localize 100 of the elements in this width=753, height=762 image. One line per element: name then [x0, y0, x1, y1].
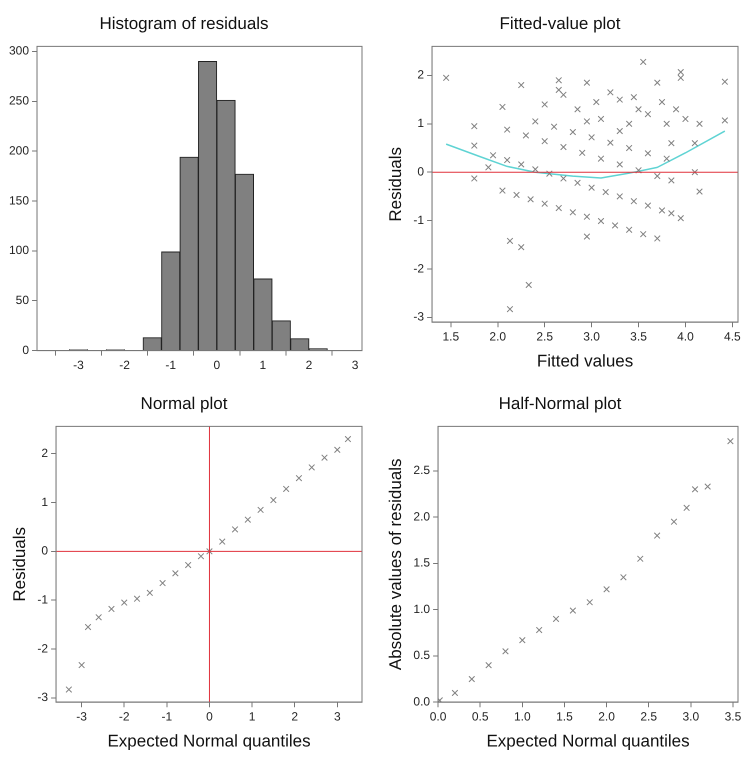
point	[198, 552, 204, 560]
x-tick-label: -2	[118, 710, 130, 724]
x-tick-label: 4.0	[677, 330, 694, 344]
x-tick-label: 1.5	[556, 710, 574, 724]
point	[308, 464, 316, 471]
x-tick-label: 1.0	[514, 710, 531, 724]
x-tick-label: 3.0	[682, 710, 700, 724]
x-tick-label: 2.5	[640, 710, 658, 724]
point	[95, 614, 102, 621]
point	[232, 526, 238, 533]
x-tick-label: 0	[206, 710, 214, 724]
y-tick-label: 200	[8, 143, 30, 158]
y-axis-title: Residuals	[386, 146, 405, 222]
point	[270, 496, 277, 504]
x-tick-label: 3.5	[724, 710, 742, 724]
point	[296, 474, 302, 482]
point	[519, 636, 526, 644]
x-tick-label: 3.5	[630, 330, 648, 344]
point	[134, 595, 140, 602]
x-tick-label: -3	[73, 358, 84, 372]
point	[636, 555, 644, 562]
x-tick-label: 1.5	[442, 330, 460, 344]
y-tick-label: 250	[8, 94, 30, 108]
x-tick-label: 0.5	[472, 710, 489, 724]
point	[552, 616, 560, 622]
y-tick-label: 50	[16, 293, 30, 308]
y-tick-label: 300	[8, 44, 30, 58]
point	[620, 574, 627, 581]
y-tick-label: 1	[417, 116, 424, 130]
y-tick-label: 2	[41, 446, 48, 460]
x-tick-label: 3	[334, 710, 341, 724]
point	[120, 599, 128, 606]
y-tick-label: 1	[41, 494, 48, 509]
x-tick-label: -2	[119, 358, 130, 372]
point	[654, 532, 660, 539]
y-tick-label: 2.5	[413, 463, 430, 478]
point	[344, 436, 352, 442]
y-tick-label: -1	[413, 212, 424, 227]
point	[282, 486, 290, 492]
point	[570, 607, 576, 614]
chart-title: Normal plot	[140, 394, 228, 413]
y-axis-title: Residuals	[10, 526, 29, 602]
point	[502, 648, 509, 655]
point	[603, 586, 610, 593]
y-tick-label: 150	[8, 193, 30, 208]
y-tick-label: 1.0	[413, 602, 430, 616]
x-tick-label: 2	[291, 710, 298, 724]
point	[172, 570, 179, 577]
point	[84, 624, 92, 630]
y-tick-label: 2.0	[413, 509, 430, 524]
point	[485, 662, 492, 669]
chart-title: Histogram of residuals	[99, 14, 269, 33]
x-tick-label: 1	[260, 358, 267, 372]
x-axis-title: Expected Normal quantiles	[107, 731, 311, 750]
chart-title: Half-Normal plot	[498, 394, 622, 413]
point	[257, 506, 264, 514]
point	[321, 454, 328, 461]
point	[468, 676, 476, 682]
y-tick-label: 0	[22, 342, 30, 357]
x-tick-label: 1	[248, 710, 256, 724]
x-axis-title: Expected Normal quantiles	[486, 731, 690, 750]
y-tick-label: -2	[413, 261, 424, 276]
point	[586, 598, 594, 606]
point	[206, 548, 213, 555]
point	[244, 516, 252, 523]
x-tick-label: 2	[306, 358, 313, 372]
x-tick-label: 0	[213, 358, 220, 372]
point	[683, 504, 690, 512]
y-tick-label: 100	[8, 243, 30, 258]
x-tick-label: 2.0	[489, 330, 506, 344]
x-tick-label: 2.0	[598, 710, 616, 724]
point	[66, 686, 72, 693]
point	[704, 483, 711, 490]
y-tick-label: 1.5	[413, 556, 430, 570]
y-tick-label: -1	[37, 592, 48, 606]
point	[536, 626, 543, 634]
point	[159, 580, 166, 586]
point	[452, 690, 458, 696]
y-tick-label: 0	[417, 164, 424, 179]
x-tick-label: 0.0	[430, 710, 447, 724]
chart-title: Fitted-value plot	[500, 14, 621, 33]
x-tick-label: -1	[162, 710, 173, 724]
y-tick-label: 0.5	[413, 648, 430, 662]
y-tick-label: -2	[37, 641, 48, 656]
y-tick-label: 0.0	[413, 694, 430, 709]
point	[108, 606, 115, 612]
y-tick-label: 0	[41, 544, 48, 558]
x-tick-label: -3	[76, 710, 88, 724]
point	[727, 438, 734, 445]
point	[78, 662, 85, 668]
y-axis-title: Absolute values of residuals	[386, 458, 405, 670]
point	[146, 590, 154, 596]
x-tick-label: 3	[352, 358, 359, 372]
y-tick-label: 2	[417, 68, 424, 82]
point	[334, 446, 341, 454]
point	[692, 486, 698, 493]
y-tick-label: -3	[37, 690, 48, 704]
x-axis-title: Fitted values	[536, 351, 634, 370]
y-tick-label: -3	[413, 310, 424, 324]
x-tick-label: 4.5	[724, 330, 742, 344]
